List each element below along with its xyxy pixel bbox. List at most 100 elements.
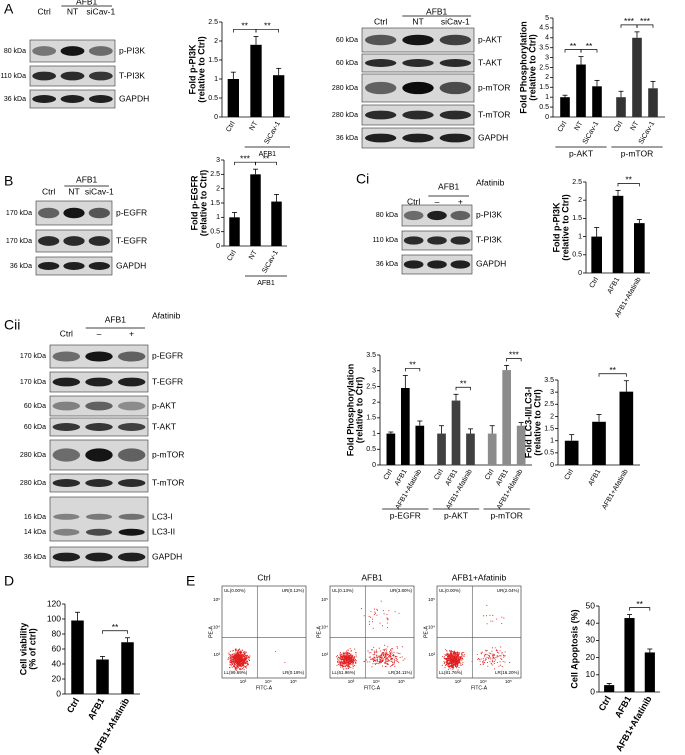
flow-dot xyxy=(381,658,383,660)
flow-dot xyxy=(374,660,377,662)
flow-dot xyxy=(379,622,381,624)
flow-dot xyxy=(234,669,236,671)
flow-dot xyxy=(228,652,230,654)
lane-label: – xyxy=(435,196,440,206)
flow-y-label: PE-A xyxy=(423,626,429,638)
flow-dot xyxy=(352,662,354,664)
flow-dot xyxy=(229,661,231,663)
flow-dot xyxy=(445,654,447,657)
flow-dot xyxy=(401,646,403,648)
significance-label: ** xyxy=(241,21,248,31)
flow-dot xyxy=(496,654,498,657)
flow-dot xyxy=(236,666,238,668)
flow-dot xyxy=(461,657,463,659)
flow-dot xyxy=(479,660,481,662)
x-tick-label: NT xyxy=(249,120,260,132)
flow-dot xyxy=(345,650,348,652)
flow-dot xyxy=(239,668,242,670)
band xyxy=(32,95,57,103)
flow-dot xyxy=(348,655,350,657)
bar xyxy=(487,433,497,465)
flow-dot xyxy=(370,658,372,660)
flow-dot xyxy=(498,652,500,654)
flow-dot xyxy=(385,654,387,656)
flow-dot xyxy=(451,665,453,667)
band xyxy=(402,34,434,46)
flow-dot xyxy=(504,661,506,663)
flow-dot xyxy=(355,660,357,662)
flow-dot xyxy=(486,623,488,625)
flow-dot xyxy=(487,665,489,667)
flow-dot xyxy=(239,664,241,666)
y-axis-label: Fold Phosphorylation xyxy=(518,21,528,114)
flow-y-tick: 10⁴ xyxy=(213,625,220,630)
flow-dot xyxy=(237,657,240,659)
flow-dot xyxy=(452,658,454,660)
band xyxy=(52,423,81,431)
bar xyxy=(227,79,239,117)
flow-dot xyxy=(350,659,352,661)
flow-dot xyxy=(373,608,375,610)
band xyxy=(364,110,397,120)
lane-label: Ctrl xyxy=(60,328,73,338)
band xyxy=(117,377,146,387)
flow-dot xyxy=(491,659,493,661)
flow-dot xyxy=(337,660,339,662)
flow-dot xyxy=(233,654,235,656)
significance-label: ** xyxy=(263,153,270,163)
flow-dot xyxy=(393,661,395,663)
flow-dot xyxy=(232,650,234,652)
y-tick-label: 5 xyxy=(545,15,549,22)
flow-y-tick: 10⁴ xyxy=(428,625,435,630)
x-tick-label: AFB1 xyxy=(613,694,633,719)
x-tick-label: NT xyxy=(574,120,585,132)
flow-dot xyxy=(383,650,385,652)
flow-dot xyxy=(447,660,449,662)
kda-label: 110 kDa xyxy=(372,237,398,244)
panel-label: B xyxy=(4,173,13,189)
flow-dot xyxy=(387,662,389,664)
flow-dot xyxy=(399,653,401,655)
flow-dot xyxy=(244,656,246,658)
header: AFB1 xyxy=(426,6,448,16)
protein-label: T-AKT xyxy=(478,57,502,67)
x-tick-label: Ctrl xyxy=(597,694,613,712)
flow-dot xyxy=(230,655,232,657)
significance-label: *** xyxy=(624,16,635,26)
flow-dot xyxy=(350,666,352,668)
flow-dot xyxy=(387,619,389,621)
significance-label: ** xyxy=(609,365,616,375)
flow-dot xyxy=(393,662,395,664)
flow-dot xyxy=(235,656,237,658)
flow-dot xyxy=(248,656,250,658)
y-tick-label: 0 xyxy=(372,462,376,469)
flow-dot xyxy=(484,654,486,656)
flow-dot xyxy=(339,661,341,663)
flow-dot xyxy=(239,648,241,650)
y-tick-label: 0.5 xyxy=(544,450,554,457)
lane-label: – xyxy=(97,328,102,338)
flow-dot xyxy=(344,652,346,654)
flow-dot xyxy=(459,664,461,666)
y-tick-label: 0 xyxy=(214,114,218,121)
bar xyxy=(71,620,84,694)
band xyxy=(63,262,85,270)
flow-dot xyxy=(344,658,346,660)
flow-dot xyxy=(236,654,238,657)
panel-label: D xyxy=(4,573,14,589)
flow-dot xyxy=(352,665,354,667)
band xyxy=(85,479,113,487)
flow-dot xyxy=(230,658,233,660)
flow-dot xyxy=(488,655,490,657)
flow-dot xyxy=(374,657,376,659)
flow-dot xyxy=(445,659,447,661)
flow-dot xyxy=(348,665,350,667)
flow-dot xyxy=(449,658,451,660)
flow-dot xyxy=(455,661,457,664)
flow-dot xyxy=(444,657,446,659)
flow-dot xyxy=(449,668,451,670)
quadrant-label: UR(0.12%) xyxy=(282,588,305,593)
flow-dot xyxy=(230,654,232,657)
band xyxy=(439,59,472,67)
flow-dot xyxy=(240,662,242,664)
